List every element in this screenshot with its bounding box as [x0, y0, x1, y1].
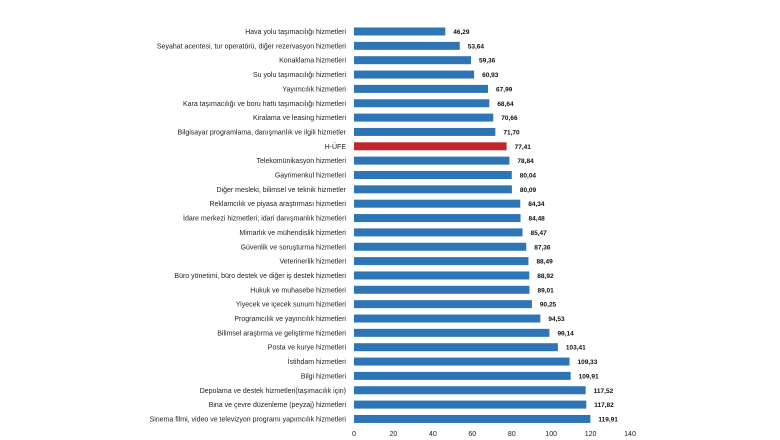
value-label: 88,49 [536, 259, 553, 266]
bar [354, 84, 489, 93]
bar [354, 386, 586, 395]
category-label: Bilgi hizmetleri [301, 373, 347, 380]
bar [354, 156, 510, 165]
category-label: Bilgisayar programlama, danışmanlık ve i… [178, 129, 347, 136]
bar [354, 285, 530, 294]
x-tick-label: 20 [390, 431, 398, 438]
category-label: Diğer mesleki, bilimsel ve teknik hizmet… [216, 187, 346, 194]
x-tick-label: 100 [545, 431, 557, 438]
bar [354, 41, 460, 50]
category-label: Telekomünikasyon hizmetleri [257, 158, 347, 165]
bar [354, 127, 496, 136]
category-label: Su yolu taşımacılığı hizmetleri [253, 72, 346, 79]
value-label: 89,01 [537, 287, 554, 294]
category-label: Mimarlık ve mühendislik hizmetleri [239, 230, 346, 237]
value-label: 94,53 [548, 316, 565, 323]
bar [354, 214, 521, 223]
value-label: 60,93 [482, 72, 499, 79]
bar [354, 27, 446, 36]
x-tick-label: 80 [508, 431, 516, 438]
value-labels-group: 46,29 53,64 59,36 60,93 67,99 68,64 70,66 71,70… [453, 29, 618, 423]
category-label: Kara taşımacılığı ve boru hattı taşımacı… [183, 101, 346, 108]
value-label: 119,91 [598, 416, 618, 423]
value-label: 109,91 [579, 373, 599, 380]
value-label: 84,48 [529, 216, 546, 223]
bar [354, 314, 541, 323]
category-label: Güvenlik ve soruşturma hizmetleri [241, 244, 347, 251]
category-label: İstihdam hizmetleri [288, 357, 347, 366]
value-label: 87,36 [534, 244, 551, 251]
category-label: Seyahat acentesi, tur operatörü, diğer r… [157, 43, 347, 50]
value-label: 84,34 [528, 201, 545, 208]
value-label: 117,52 [594, 388, 614, 395]
category-label: Hava yolu taşımacılığı hizmetleri [245, 29, 346, 36]
x-axis: 0 20 40 60 80 100 120 140 [352, 431, 636, 438]
bar [354, 343, 558, 352]
bar [354, 171, 512, 179]
bar [354, 400, 587, 409]
category-labels-group: Hava yolu taşımacılığı hizmetleri Seyahat… [150, 29, 347, 423]
value-label: 67,99 [496, 86, 513, 93]
category-label: Büro yönetimi, büro destek ve diğer iş d… [174, 273, 346, 280]
category-label: Bilimsel araştırma ve geliştirme hizmetl… [217, 330, 346, 337]
bar [354, 99, 490, 108]
value-label: 88,92 [537, 273, 554, 280]
value-label: 70,66 [501, 115, 518, 122]
x-tick-label: 40 [429, 431, 437, 438]
bar [354, 414, 591, 423]
category-label: İdare merkezi hizmetleri; idari danışman… [183, 214, 346, 223]
category-label: Posta ve kurye hizmetleri [268, 345, 347, 352]
bar [354, 199, 521, 208]
category-label: Depolama ve destek hizmetleri(taşımacılı… [200, 388, 346, 395]
bar [354, 271, 530, 280]
category-label: Yiyecek ve içecek sunum hizmetleri [236, 302, 347, 309]
bar [354, 328, 550, 337]
category-label: Programcılık ve yayıncılık hizmetleri [234, 316, 346, 323]
value-label: 71,70 [503, 129, 520, 136]
category-label: Yayımcılık hizmetleri [282, 86, 346, 93]
category-label: H-ÜFE [325, 143, 347, 151]
bar [354, 113, 494, 122]
bar [354, 228, 523, 237]
x-tick-label: 60 [468, 431, 476, 438]
value-label: 99,14 [557, 330, 574, 337]
bar [354, 56, 472, 65]
value-label: 77,41 [515, 144, 532, 151]
value-label: 59,36 [479, 58, 496, 65]
value-label: 46,29 [453, 29, 470, 36]
bar [354, 70, 475, 79]
value-label: 80,09 [520, 187, 537, 194]
bar [354, 257, 529, 266]
value-label: 109,33 [578, 359, 598, 366]
bar [354, 371, 571, 380]
value-label: 53,64 [468, 43, 485, 50]
value-label: 85,47 [530, 230, 547, 237]
bar [354, 300, 532, 309]
bars-group [354, 27, 591, 423]
value-label: 78,84 [517, 158, 534, 165]
value-label: 68,64 [497, 101, 514, 108]
x-tick-label: 120 [585, 431, 597, 438]
category-label: Kiralama ve leasing hizmetleri [253, 115, 346, 122]
category-label: Sinema filmi, video ve televizyon progra… [150, 416, 347, 423]
category-label: Konaklama hizmetleri [279, 58, 346, 65]
category-label: Gayrimenkul hizmetleri [275, 173, 347, 180]
bar [354, 242, 527, 251]
bar [354, 185, 512, 194]
bar-highlight [354, 142, 507, 151]
value-label: 80,04 [520, 173, 537, 180]
value-label: 103,41 [566, 345, 586, 352]
bar [354, 357, 570, 366]
category-label: Reklamcılık ve piyasa araştırması hizmet… [209, 201, 346, 208]
x-tick-label: 140 [624, 431, 636, 438]
category-label: Veterinerlik hizmetleri [279, 259, 346, 266]
x-tick-label: 0 [352, 431, 356, 438]
category-label: Bina ve çevre düzenleme (peyzaj) hizmetl… [209, 402, 347, 409]
value-label: 90,25 [540, 302, 557, 309]
value-label: 117,82 [594, 402, 614, 409]
category-label: Hukuk ve muhasebe hizmetleri [250, 287, 346, 294]
